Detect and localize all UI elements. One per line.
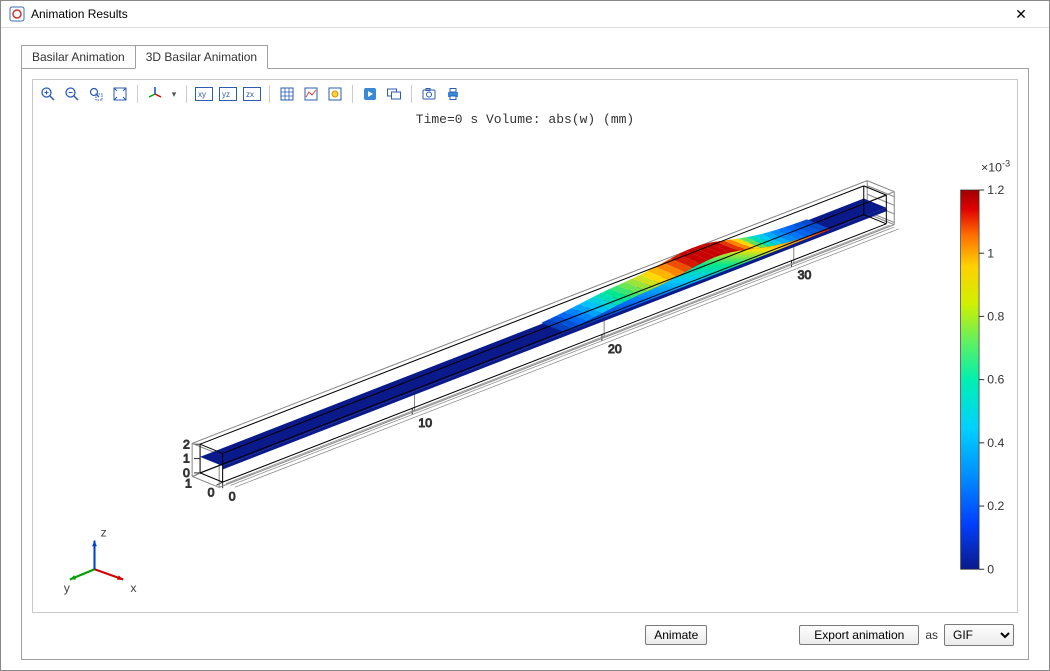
tab-3d-basilar-animation[interactable]: 3D Basilar Animation <box>135 45 268 69</box>
export-animation-button[interactable]: Export animation <box>799 625 919 645</box>
axis-3d-icon[interactable] <box>144 83 166 105</box>
zoom-box-icon[interactable] <box>85 83 107 105</box>
bottom-controls: Animate Export animation as GIF <box>32 621 1018 649</box>
svg-text:1: 1 <box>183 452 190 466</box>
svg-text:0.8: 0.8 <box>987 310 1004 324</box>
view-zx-icon[interactable]: zx <box>241 83 263 105</box>
app-icon <box>9 6 25 22</box>
plot-settings-icon[interactable] <box>300 83 322 105</box>
view-yz-icon[interactable]: yz <box>217 83 239 105</box>
tab-panel: ▾ xy yz zx Time=0 s Volume: a <box>21 68 1029 660</box>
toolbar-separator <box>269 85 270 103</box>
svg-text:30: 30 <box>798 268 812 282</box>
tab-strip: Basilar Animation 3D Basilar Animation <box>21 44 1029 68</box>
window-title: Animation Results <box>31 7 1001 21</box>
svg-text:zx: zx <box>246 90 254 99</box>
zoom-extents-icon[interactable] <box>109 83 131 105</box>
svg-text:0: 0 <box>183 466 190 480</box>
svg-text:xy: xy <box>198 90 206 99</box>
svg-text:yz: yz <box>222 90 230 99</box>
svg-text:2: 2 <box>183 438 190 452</box>
toolbar-separator <box>186 85 187 103</box>
svg-text:0: 0 <box>229 490 236 504</box>
svg-text:20: 20 <box>608 342 622 356</box>
svg-text:1: 1 <box>987 247 994 261</box>
svg-text:z: z <box>101 526 107 540</box>
plot-toolbar: ▾ xy yz zx <box>33 80 1017 108</box>
content-area: Basilar Animation 3D Basilar Animation ▾… <box>1 28 1049 670</box>
plot-frame: ▾ xy yz zx Time=0 s Volume: a <box>32 79 1018 613</box>
as-label: as <box>925 628 938 642</box>
svg-text:y: y <box>64 581 71 595</box>
zoom-out-icon[interactable] <box>61 83 83 105</box>
svg-text:0.2: 0.2 <box>987 499 1004 513</box>
svg-text:0: 0 <box>987 563 994 577</box>
axis-3d-dropdown[interactable]: ▾ <box>168 83 180 105</box>
animation-results-window: Animation Results ✕ Basilar Animation 3D… <box>0 0 1050 671</box>
plot-area[interactable]: 010203001012 1.210.80.60.40.20×10-3 xyz <box>33 127 1017 612</box>
toolbar-separator <box>352 85 353 103</box>
format-select[interactable]: GIF <box>944 624 1014 646</box>
view-xy-icon[interactable]: xy <box>193 83 215 105</box>
svg-text:1.2: 1.2 <box>987 183 1004 197</box>
print-icon[interactable] <box>442 83 464 105</box>
grid-icon[interactable] <box>276 83 298 105</box>
svg-text:×10-3: ×10-3 <box>981 159 1010 175</box>
svg-text:0.6: 0.6 <box>987 373 1004 387</box>
titlebar: Animation Results ✕ <box>1 1 1049 28</box>
scene-light-icon[interactable] <box>324 83 346 105</box>
zoom-in-icon[interactable] <box>37 83 59 105</box>
svg-text:10: 10 <box>418 416 432 430</box>
svg-text:x: x <box>130 581 137 595</box>
plot-title: Time=0 s Volume: abs(w) (mm) <box>33 108 1017 127</box>
toolbar-separator <box>137 85 138 103</box>
svg-text:0.4: 0.4 <box>987 436 1004 450</box>
snapshot-icon[interactable] <box>418 83 440 105</box>
svg-text:0: 0 <box>208 486 215 500</box>
play-icon[interactable] <box>359 83 381 105</box>
toolbar-separator <box>411 85 412 103</box>
animate-button[interactable]: Animate <box>645 625 707 645</box>
close-button[interactable]: ✕ <box>1001 6 1041 23</box>
loop-icon[interactable] <box>383 83 405 105</box>
tab-basilar-animation[interactable]: Basilar Animation <box>21 45 136 68</box>
